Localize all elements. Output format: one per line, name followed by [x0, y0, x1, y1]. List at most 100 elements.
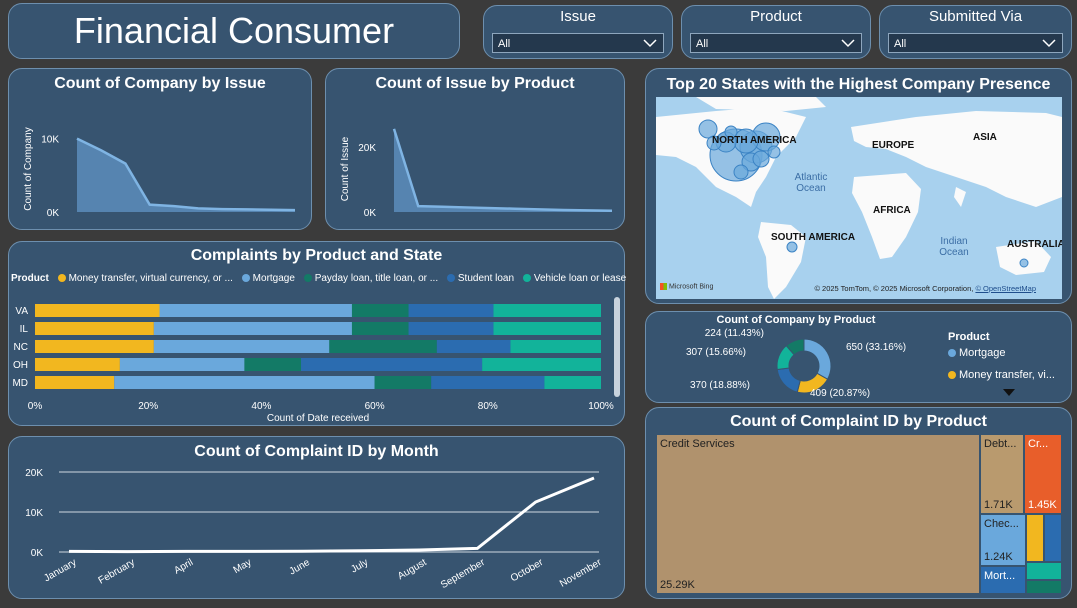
issue-dropdown-value: All [498, 38, 511, 50]
treemap-tile[interactable] [1044, 514, 1062, 562]
treemap-tile-checking[interactable]: Chec... 1.24K [980, 514, 1026, 566]
issue-slicer[interactable]: Issue All [483, 5, 673, 59]
legend-item[interactable]: Mortgage [241, 273, 295, 284]
donut-legend-item[interactable]: Mortgage [948, 345, 1055, 361]
bar-segment [35, 376, 115, 389]
legend-title: Product [11, 273, 49, 284]
monthly-line [68, 476, 595, 554]
x-tick-label: September [439, 557, 487, 591]
area-line [76, 137, 296, 212]
treemap-card[interactable]: Count of Complaint ID by Product Credit … [645, 407, 1072, 599]
bar-segment [408, 304, 494, 317]
bar-segment [482, 358, 601, 371]
y-tick-label: 10K [41, 135, 59, 146]
y-tick-label: 10K [25, 508, 43, 519]
donut-data-label: 370 (18.88%) [690, 380, 750, 391]
label-asia: ASIA [973, 132, 997, 143]
x-tick-label: 40% [251, 401, 271, 412]
monthly-chart[interactable]: Count of Complaint ID by Month 20K 10K 0K J… [8, 436, 625, 599]
donut-data-label: 224 (11.43%) [705, 328, 764, 339]
y-axis-label: Count of Company [23, 127, 34, 210]
x-tick-label: August [396, 557, 429, 582]
tile-label: Debt... [984, 438, 1017, 450]
product-slicer-label: Product [750, 8, 802, 25]
bar-segment [351, 304, 409, 317]
chart-title: Count of Company by Issue [54, 75, 266, 92]
chart-title: Complaints by Product and State [190, 247, 443, 264]
donut-plot: 650 (33.16%) 409 (20.87%) 370 (18.88%) 307 … [686, 328, 906, 399]
legend-item[interactable]: Money transfer, virtual currency, or ... [57, 273, 233, 284]
scrollbar[interactable] [614, 297, 620, 397]
title-card: Financial Consumer [8, 3, 460, 59]
legend-item[interactable]: Student loan [446, 273, 514, 284]
state-bubbles [698, 119, 1029, 268]
treemap-tile-mortgage[interactable]: Mort... [980, 566, 1026, 594]
product-state-chart[interactable]: Complaints by Product and State Product … [8, 241, 626, 426]
bar-segment [351, 322, 409, 335]
bar-segment [374, 376, 432, 389]
y-tick-label: 0K [47, 208, 60, 219]
bar-segment [431, 376, 545, 389]
treemap-tile[interactable] [1026, 514, 1044, 562]
treemap-tile-cr[interactable]: Cr... 1.45K [1024, 434, 1062, 514]
chevron-down-icon [643, 39, 657, 48]
bar-segment [436, 340, 511, 353]
bing-logo: Microsoft Bing [660, 283, 713, 290]
treemap-tile[interactable] [1026, 580, 1062, 594]
y-tick-label: 20K [358, 143, 376, 154]
donut-slice [785, 338, 805, 356]
treemap-tile-debt[interactable]: Debt... 1.71K [980, 434, 1024, 514]
x-tick-label: May [232, 557, 254, 576]
product-slicer[interactable]: Product All [681, 5, 871, 59]
bar-segment [159, 304, 352, 317]
legend: Product Money transfer, virtual currency… [11, 273, 632, 284]
x-tick-label: June [288, 557, 313, 578]
submitted-via-slicer[interactable]: Submitted Via All [879, 5, 1072, 59]
treemap-tile[interactable] [1026, 562, 1062, 580]
y-tick-label: 0K [31, 548, 44, 559]
bar-segment [35, 340, 154, 353]
legend-item[interactable]: Vehicle loan or lease [522, 273, 626, 284]
label-indian-ocean: Indian Ocean [939, 236, 969, 258]
page-title: Financial Consumer [73, 10, 395, 51]
issue-by-product-chart[interactable]: Count of Issue by Product Count of Issue… [325, 68, 625, 230]
issue-by-product-plot: Count of Issue 20K 0K [340, 128, 613, 219]
bar-segment [244, 358, 302, 371]
world-map[interactable]: NORTH AMERICA EUROPE ASIA AFRICA SOUTH A… [656, 97, 1062, 299]
legend-scroll-down-icon[interactable] [1003, 389, 1015, 397]
donut-card[interactable]: Count of Company by Product 650 (33.16%)… [645, 311, 1072, 403]
legend-item[interactable]: Payday loan, title loan, or ... [303, 273, 438, 284]
tile-label: Chec... [984, 518, 1019, 530]
product-dropdown-value: All [696, 38, 709, 50]
issue-slicer-label: Issue [560, 8, 596, 25]
submitted-via-dropdown[interactable]: All [888, 33, 1063, 53]
x-tick-label: 0% [28, 401, 43, 412]
tile-value: 1.71K [984, 499, 1013, 511]
chevron-down-icon [841, 39, 855, 48]
x-axis-label: Count of Date received [267, 413, 369, 424]
stacked-bar-plot: VA IL NC OH MD 0% 20% 40% 60% 80% 100% Count of Dat… [12, 304, 614, 424]
tile-label: Mort... [984, 570, 1016, 582]
osm-link[interactable]: © OpenStreetMap [975, 284, 1036, 293]
y-category-label: NC [14, 342, 28, 353]
product-dropdown[interactable]: All [690, 33, 862, 53]
x-tick-label: November [558, 557, 604, 590]
bar-segment [35, 304, 160, 317]
submitted-via-slicer-label: Submitted Via [928, 8, 1023, 25]
treemap-tile-credit-services[interactable]: Credit Services 25.29K [656, 434, 980, 594]
x-tick-label: 100% [588, 401, 614, 412]
tile-label: Cr... [1028, 438, 1049, 450]
bar-segment [408, 322, 494, 335]
donut-legend-title: Product [948, 331, 990, 343]
company-by-issue-chart[interactable]: Count of Company by Issue Count of Compa… [8, 68, 312, 230]
bar-segment [329, 340, 437, 353]
x-tick-label: April [172, 557, 195, 577]
tile-value: 1.24K [984, 551, 1013, 563]
issue-dropdown[interactable]: All [492, 33, 664, 53]
donut-data-label: 409 (20.87%) [810, 388, 870, 399]
area-line [392, 128, 613, 212]
donut-legend-item[interactable]: Money transfer, vi... [948, 367, 1055, 383]
states-map-card[interactable]: Top 20 States with the Highest Company P… [645, 68, 1072, 304]
